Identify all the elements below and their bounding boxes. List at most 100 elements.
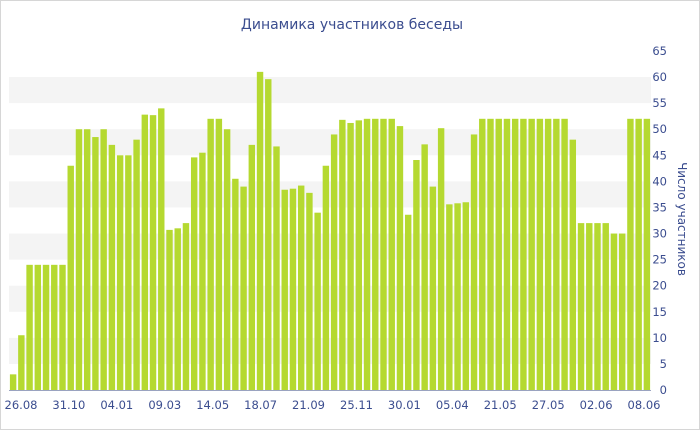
bar <box>297 185 305 390</box>
bar <box>396 126 404 390</box>
bar <box>627 118 634 391</box>
bar <box>141 114 149 390</box>
bar <box>380 118 387 391</box>
bar <box>223 129 231 391</box>
x-tick-label: 02.06 <box>580 398 613 412</box>
y-tick-label: 30 <box>652 227 667 241</box>
x-tick-label: 25.11 <box>340 398 373 412</box>
bar <box>116 155 124 390</box>
bar <box>437 128 445 390</box>
x-tick-label: 14.05 <box>196 398 229 412</box>
x-tick-label: 27.05 <box>532 398 565 412</box>
y-tick-label: 55 <box>652 96 667 110</box>
x-tick-label: 21.09 <box>292 398 325 412</box>
bar <box>577 223 585 390</box>
bar <box>330 134 338 390</box>
y-tick-label: 45 <box>652 148 667 162</box>
bar <box>511 118 519 391</box>
bar <box>190 157 198 390</box>
bar <box>347 122 354 390</box>
bar <box>635 118 642 391</box>
grid-band <box>9 181 651 208</box>
x-tick-label: 21.05 <box>484 398 517 412</box>
bar <box>67 165 74 390</box>
bar <box>520 118 527 391</box>
bar <box>166 229 173 390</box>
bar <box>454 203 461 390</box>
bar <box>232 178 239 390</box>
bar <box>125 155 132 390</box>
bar <box>495 118 502 391</box>
bar <box>544 118 552 391</box>
bar <box>388 118 395 391</box>
bar <box>100 129 107 391</box>
x-axis-ticks: 26.08 31.10 04.01 09.03 14.05 18.07 21.09 25.11… <box>5 398 661 412</box>
bar <box>569 139 577 390</box>
bar <box>618 233 626 390</box>
bar <box>174 228 181 390</box>
bar <box>429 186 437 390</box>
y-tick-label: 0 <box>660 383 667 397</box>
bar <box>479 118 486 391</box>
bar <box>240 186 247 390</box>
bar <box>256 71 264 391</box>
bar <box>265 79 272 390</box>
grid-bands <box>9 77 651 364</box>
bar <box>59 264 66 390</box>
y-tick-label: 25 <box>652 253 667 267</box>
x-tick-label: 08.06 <box>628 398 661 412</box>
y-tick-label: 60 <box>652 70 667 84</box>
y-tick-label: 35 <box>652 200 667 214</box>
bar <box>446 204 453 390</box>
bar <box>322 165 330 390</box>
bar <box>83 129 91 391</box>
bar <box>199 152 206 390</box>
bars-group <box>9 71 651 391</box>
chart-title: Динамика участников беседы <box>241 17 463 33</box>
bar <box>306 192 313 390</box>
bar <box>92 137 99 390</box>
x-tick-label: 31.10 <box>52 398 85 412</box>
bar <box>108 144 116 390</box>
bar <box>339 119 346 390</box>
bar <box>34 264 42 390</box>
y-tick-label: 5 <box>660 357 667 371</box>
bar <box>503 118 511 391</box>
bar <box>133 139 140 390</box>
grid-band <box>9 77 651 104</box>
bar <box>281 189 288 390</box>
grid-band <box>9 129 651 156</box>
bar <box>363 118 371 391</box>
x-tick-label: 05.04 <box>436 398 469 412</box>
y-tick-label: 65 <box>652 44 667 58</box>
bar <box>561 118 568 391</box>
bar <box>470 134 478 390</box>
bar <box>207 118 214 391</box>
grid-band <box>9 285 651 312</box>
y-axis-label: Число участников <box>675 162 689 276</box>
x-tick-label: 04.01 <box>100 398 133 412</box>
bar <box>51 264 58 390</box>
x-tick-label: 30.01 <box>388 398 421 412</box>
y-tick-label: 10 <box>652 331 667 345</box>
bar <box>149 115 157 391</box>
bar <box>528 118 535 391</box>
bar <box>404 214 412 390</box>
bar <box>42 264 50 390</box>
bar <box>421 144 428 390</box>
bar <box>75 129 83 391</box>
y-tick-label: 20 <box>652 279 667 293</box>
bar <box>26 264 33 390</box>
bar <box>610 233 618 390</box>
bar <box>586 223 593 390</box>
bar <box>372 118 379 391</box>
bar <box>536 118 544 391</box>
bar <box>273 146 280 390</box>
y-axis-ticks: 0 5 10 15 20 25 30 35 40 45 50 55 60 65 <box>652 44 667 397</box>
bar <box>9 374 17 390</box>
bar <box>594 223 601 390</box>
grid-band <box>9 233 651 260</box>
bar <box>18 335 25 390</box>
